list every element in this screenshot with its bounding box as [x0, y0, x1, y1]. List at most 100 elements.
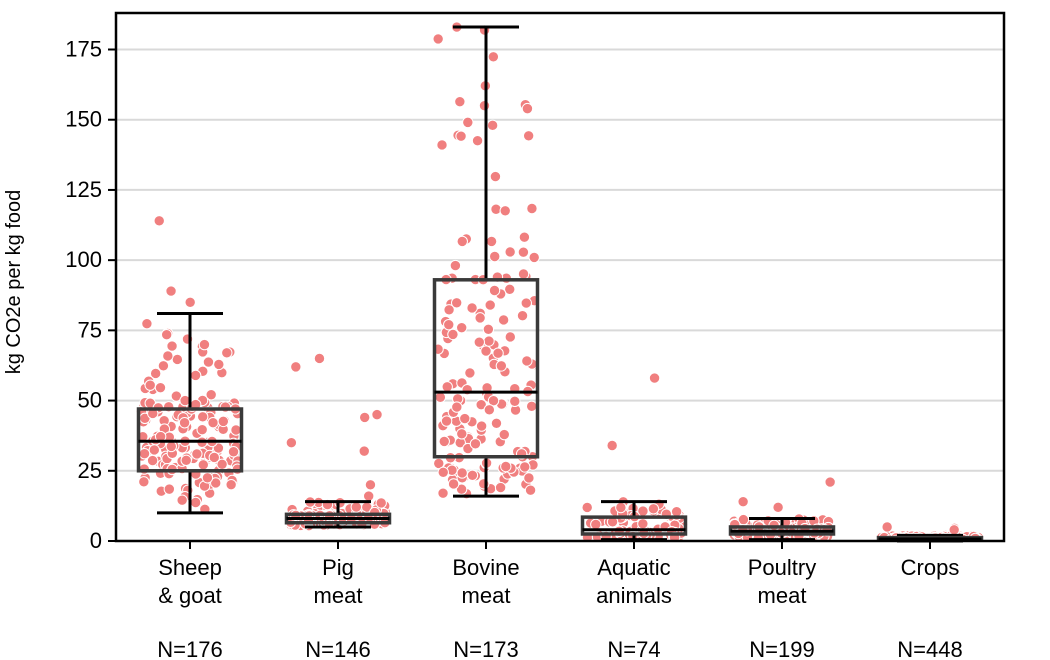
- data-point: [487, 51, 500, 63]
- data-point: [375, 497, 387, 509]
- data-point: [149, 367, 162, 380]
- data-point: [455, 130, 467, 142]
- data-point: [881, 521, 893, 533]
- x-tick-label: & goat: [158, 583, 222, 608]
- y-tick-label: 25: [78, 458, 102, 483]
- data-point: [154, 381, 167, 394]
- data-point: [504, 283, 516, 295]
- data-point: [824, 476, 836, 488]
- data-point: [581, 501, 593, 514]
- data-point: [436, 139, 448, 151]
- data-point: [473, 336, 485, 348]
- data-point: [487, 395, 500, 407]
- boxes: [136, 25, 984, 543]
- data-point: [500, 460, 512, 473]
- data-point: [141, 317, 153, 330]
- data-point: [522, 130, 535, 142]
- data-point: [518, 231, 531, 243]
- data-point: [494, 481, 507, 494]
- data-point: [525, 400, 538, 413]
- data-point: [464, 367, 476, 379]
- x-tick-label: Crops: [901, 555, 960, 580]
- data-point: [217, 415, 230, 428]
- data-point: [138, 476, 150, 488]
- data-point: [483, 404, 496, 416]
- y-tick-label: 75: [78, 317, 102, 342]
- data-point: [483, 335, 495, 347]
- data-point: [504, 331, 516, 343]
- data-point: [180, 454, 192, 467]
- data-point: [285, 437, 298, 449]
- x-tick-label: meat: [462, 583, 511, 608]
- data-point: [615, 501, 627, 514]
- data-point: [456, 467, 468, 479]
- data-point: [455, 321, 468, 334]
- data-point: [350, 501, 363, 513]
- data-point: [517, 246, 530, 258]
- data-point: [486, 119, 499, 132]
- data-point: [475, 420, 488, 432]
- data-point: [492, 347, 504, 359]
- data-point: [202, 356, 215, 368]
- data-point: [637, 518, 649, 530]
- data-point: [485, 235, 498, 248]
- sample-size-label: N=146: [305, 637, 370, 660]
- data-point: [647, 503, 660, 515]
- data-point: [221, 347, 233, 359]
- data-point: [432, 33, 444, 45]
- data-point: [489, 170, 502, 183]
- data-point: [504, 246, 516, 258]
- y-tick-label: 0: [90, 528, 102, 553]
- data-point: [498, 428, 510, 441]
- data-point: [207, 417, 219, 429]
- data-point: [455, 483, 468, 495]
- data-point: [521, 102, 534, 115]
- data-point: [480, 345, 492, 357]
- data-point: [648, 372, 661, 384]
- x-tick-label: animals: [596, 583, 672, 608]
- data-point: [163, 483, 176, 495]
- data-point: [443, 318, 455, 331]
- data-point: [497, 314, 510, 326]
- data-point: [524, 484, 537, 496]
- data-point: [205, 389, 217, 401]
- plot-frame: [114, 11, 1006, 543]
- data-point: [670, 505, 683, 518]
- data-point: [606, 439, 618, 452]
- data-point: [437, 487, 449, 499]
- data-point: [447, 478, 460, 490]
- data-point: [157, 360, 170, 372]
- data-point: [517, 268, 530, 280]
- data-point: [358, 445, 370, 457]
- data-point: [521, 355, 533, 367]
- data-point: [362, 490, 375, 502]
- data-point: [490, 417, 503, 429]
- data-point: [471, 135, 484, 147]
- data-point: [516, 310, 529, 322]
- x-tick-label: Bovine: [452, 555, 519, 580]
- axes: Sheep & goat N=176 Pig meat N=146 Bovine meat N=…: [65, 11, 1006, 660]
- data-point: [499, 205, 511, 217]
- data-point: [440, 415, 453, 427]
- data-point: [447, 328, 459, 341]
- data-point: [290, 361, 302, 373]
- y-tick-label: 100: [65, 247, 102, 272]
- data-points: [135, 21, 985, 541]
- data-point: [162, 350, 174, 362]
- data-point: [523, 472, 535, 484]
- y-tick-label: 125: [65, 177, 102, 202]
- data-point: [197, 459, 210, 471]
- data-point: [371, 408, 383, 421]
- x-tick-label: meat: [758, 583, 807, 608]
- y-axis-label: kg CO2e per kg food: [3, 190, 25, 375]
- data-point: [490, 203, 502, 215]
- data-point: [144, 379, 156, 391]
- sample-size-label: N=74: [607, 637, 660, 660]
- y-tick-label: 175: [65, 37, 102, 62]
- data-point: [519, 461, 531, 473]
- sample-size-label: N=176: [157, 637, 222, 660]
- data-point: [434, 391, 447, 404]
- data-point: [528, 251, 540, 264]
- data-point: [166, 340, 178, 352]
